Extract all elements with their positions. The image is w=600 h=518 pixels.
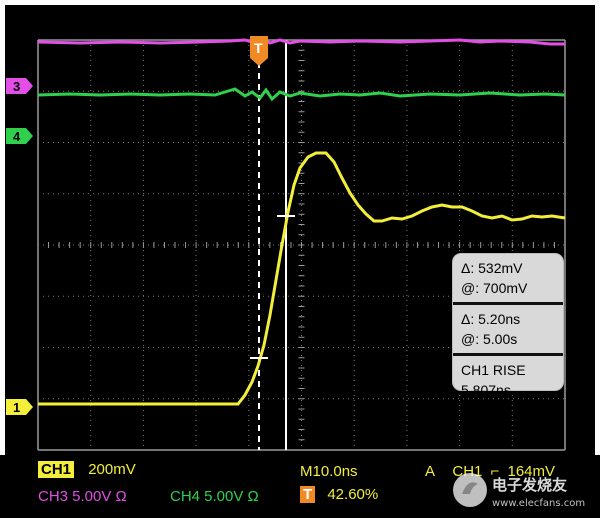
measurement-readout: Δ: 532mV @: 700mV Δ: 5.20ns @: 5.00s CH1… xyxy=(453,254,563,398)
amplitude-delta: Δ: 532mV xyxy=(461,260,523,276)
trigger-level: 164mV xyxy=(507,463,556,480)
ch4-setting[interactable]: CH4 5.00V Ω xyxy=(170,488,259,505)
watermark: 电子发烧友 www.elecfans.com xyxy=(450,468,598,512)
ch1-marker[interactable]: 1 xyxy=(6,399,33,415)
ch1-marker-label: 1 xyxy=(13,400,20,415)
trigger-marker-label: T xyxy=(254,40,263,56)
ch1-setting[interactable]: CH1 200mV xyxy=(38,461,136,478)
time-delta: Δ: 5.20ns xyxy=(461,311,521,327)
amplitude-at: @: 700mV xyxy=(461,280,528,296)
measurement-value: 5.807ns xyxy=(461,382,511,398)
trigger-slope-icon: ⌐ xyxy=(490,463,500,480)
status-bar: CH1 200mV M10.0ns A CH1 ⌐ 164mV CH3 5.00… xyxy=(0,455,600,518)
readout-divider-2 xyxy=(453,353,563,356)
watermark-text: 电子发烧友 xyxy=(492,476,567,494)
ch3-setting[interactable]: CH3 5.00V Ω xyxy=(38,488,127,505)
ch3-trace xyxy=(37,36,565,46)
ch1-label: CH1 xyxy=(38,461,75,478)
ch4-trace xyxy=(37,87,566,102)
ch1-trace xyxy=(38,151,566,406)
readout-divider xyxy=(453,302,563,305)
timebase[interactable]: M10.0ns xyxy=(300,463,358,480)
trigger-position-setting[interactable]: T 42.60% xyxy=(300,486,378,503)
ch1-scale: 200mV xyxy=(88,461,136,478)
ch3-marker[interactable]: 3 xyxy=(6,78,33,94)
trigger-setting[interactable]: A CH1 ⌐ 164mV xyxy=(425,463,555,480)
measurement-name: CH1 RISE xyxy=(461,362,526,378)
watermark-url: www.elecfans.com xyxy=(492,498,585,509)
time-at: @: 5.00s xyxy=(461,331,518,347)
trigger-position-value: 42.60% xyxy=(327,486,379,503)
watermark-logo: 电子发烧友 www.elecfans.com xyxy=(453,473,585,509)
trigger-position-marker[interactable]: T xyxy=(250,36,268,66)
ch3-marker-label: 3 xyxy=(13,79,20,94)
trigger-position-icon: T xyxy=(300,486,316,503)
trigger-mode: A xyxy=(425,463,435,480)
ch4-marker-label: 4 xyxy=(13,129,21,144)
ch4-marker[interactable]: 4 xyxy=(6,128,33,144)
